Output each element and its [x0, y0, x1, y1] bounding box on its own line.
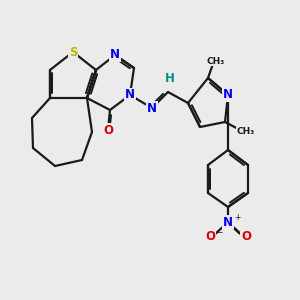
- Text: N: N: [110, 49, 120, 62]
- Text: O: O: [103, 124, 113, 136]
- Text: N: N: [125, 88, 135, 101]
- Text: O: O: [205, 230, 215, 244]
- Text: O: O: [241, 230, 251, 244]
- Text: S: S: [69, 46, 77, 59]
- Text: +: +: [234, 214, 240, 223]
- Text: CH₃: CH₃: [207, 56, 225, 65]
- Text: H: H: [165, 73, 175, 85]
- Text: N: N: [223, 88, 233, 101]
- Text: −: −: [216, 229, 222, 238]
- Text: CH₃: CH₃: [237, 128, 255, 136]
- Text: N: N: [223, 215, 233, 229]
- Text: N: N: [147, 101, 157, 115]
